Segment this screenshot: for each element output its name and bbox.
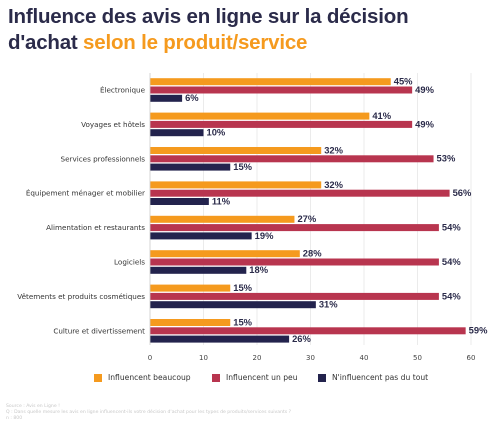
data-label: 26% xyxy=(292,333,311,344)
bar xyxy=(150,78,391,86)
bar xyxy=(150,215,295,223)
x-tick-label: 10 xyxy=(199,354,208,362)
category-label: Logiciels xyxy=(114,258,145,267)
legend-item-un-peu: Influencent un peu xyxy=(212,373,298,382)
bar xyxy=(150,129,204,137)
category-label: Services professionnels xyxy=(61,154,146,163)
data-label: 15% xyxy=(233,282,252,293)
bar xyxy=(150,189,450,197)
category-label: Voyages et hôtels xyxy=(81,120,145,129)
chart-title: Influence des avis en ligne sur la décis… xyxy=(8,4,498,56)
bar xyxy=(150,112,370,120)
data-label: 19% xyxy=(255,230,274,241)
data-label: 31% xyxy=(319,299,338,310)
legend-item-pas-du-tout: N'influencent pas du tout xyxy=(318,373,428,382)
bar xyxy=(150,266,247,274)
bar xyxy=(150,301,316,309)
footer-notes: Source : Avis en Ligne ! Q : Dans quelle… xyxy=(6,404,496,423)
bar xyxy=(150,163,231,171)
legend-item-beaucoup: Influencent beaucoup xyxy=(94,373,191,382)
legend-swatch-pas-du-tout xyxy=(318,373,326,382)
category-label: Équipement ménager et mobilier xyxy=(26,189,145,198)
x-tick-label: 50 xyxy=(413,354,422,362)
category-label: Vêtements et produits cosmétiques xyxy=(17,292,145,301)
data-label: 56% xyxy=(453,187,472,198)
footer-sample: n : 800 xyxy=(6,416,23,422)
x-tick-label: 20 xyxy=(253,354,262,362)
x-tick-label: 40 xyxy=(360,354,369,362)
data-label: 18% xyxy=(249,264,268,275)
data-label: 15% xyxy=(233,161,252,172)
data-label: 32% xyxy=(324,144,343,155)
data-label: 41% xyxy=(372,110,391,121)
legend-swatch-beaucoup xyxy=(94,373,102,382)
data-label: 54% xyxy=(442,222,461,233)
bar xyxy=(150,181,322,189)
data-label: 49% xyxy=(415,84,434,95)
bar xyxy=(150,292,439,300)
x-tick-label: 30 xyxy=(306,354,315,362)
data-label: 54% xyxy=(442,256,461,267)
x-tick-label: 0 xyxy=(148,354,152,362)
legend-label-un-peu: Influencent un peu xyxy=(226,373,298,382)
bar xyxy=(150,86,413,94)
bar xyxy=(150,284,231,292)
data-label: 28% xyxy=(303,248,322,259)
footer-source: Source : Avis en Ligne ! xyxy=(6,404,60,409)
bar xyxy=(150,198,209,205)
data-label: 54% xyxy=(442,290,461,301)
data-label: 45% xyxy=(394,76,413,87)
data-label: 11% xyxy=(212,195,231,206)
data-label: 27% xyxy=(297,213,316,224)
bar xyxy=(150,335,290,343)
title-accent: selon le produit/service xyxy=(83,31,308,54)
category-label: Alimentation et restaurants xyxy=(46,223,145,232)
data-label: 53% xyxy=(437,153,456,164)
bar xyxy=(150,319,231,326)
bar xyxy=(150,327,466,335)
bar xyxy=(150,224,439,232)
data-label: 15% xyxy=(233,316,252,327)
category-label: Culture et divertissement xyxy=(53,326,145,335)
bar xyxy=(150,258,439,266)
data-label: 6% xyxy=(185,92,199,103)
footer-question: Q : Dans quelle mesure les avis en ligne… xyxy=(6,410,292,416)
bar xyxy=(150,120,413,128)
bar xyxy=(150,250,300,258)
x-tick-label: 60 xyxy=(467,354,476,362)
data-label: 49% xyxy=(415,118,434,129)
title-line-2: d'achat xyxy=(8,31,84,54)
category-label: Électronique xyxy=(100,86,146,95)
legend-swatch-un-peu xyxy=(212,373,220,382)
data-label: 10% xyxy=(207,127,226,138)
bar xyxy=(150,232,252,240)
bar xyxy=(150,155,434,163)
data-label: 32% xyxy=(324,179,343,190)
legend-label-beaucoup: Influencent beaucoup xyxy=(108,373,191,382)
data-label: 59% xyxy=(469,325,488,336)
title-line-1: Influence des avis en ligne sur la décis… xyxy=(8,5,409,28)
legend-label-pas-du-tout: N'influencent pas du tout xyxy=(332,373,429,382)
bar xyxy=(150,147,322,154)
bar xyxy=(150,94,183,102)
legend: Influencent beaucoup Influencent un peu … xyxy=(0,373,501,389)
